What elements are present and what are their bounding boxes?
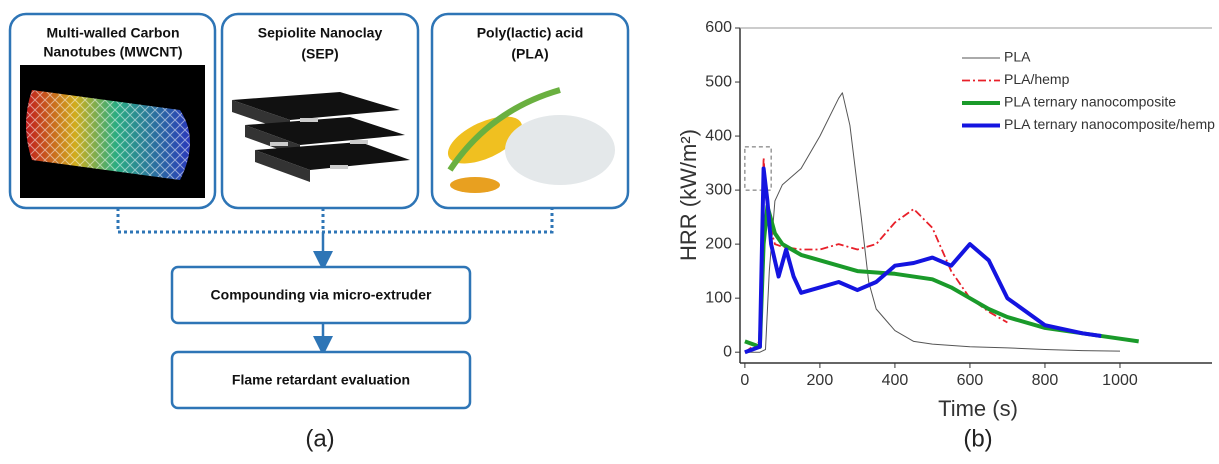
legend-label: PLA bbox=[1004, 49, 1031, 65]
y-tick-label: 200 bbox=[705, 235, 732, 252]
material-box: Sepiolite Nanoclay (SEP) bbox=[222, 14, 418, 208]
connector bbox=[118, 208, 552, 232]
x-tick-label: 400 bbox=[882, 372, 909, 389]
legend-label: PLA ternary nanocomposite bbox=[1004, 94, 1176, 110]
y-tick-label: 400 bbox=[705, 127, 732, 144]
material-box: Multi-walled Carbon Nanotubes (MWCNT) bbox=[10, 14, 215, 208]
legend-label: PLA ternary nanocomposite/hemp bbox=[1004, 116, 1215, 132]
y-tick-label: 100 bbox=[705, 289, 732, 306]
x-axis-title: Time (s) bbox=[938, 396, 1018, 421]
box-label: Poly(lactic) acid bbox=[477, 25, 584, 41]
panel-label: (b) bbox=[963, 425, 992, 452]
y-axis-title: HRR (kW/m²) bbox=[676, 129, 701, 261]
y-tick-label: 300 bbox=[705, 181, 732, 198]
box-label: Nanotubes (MWCNT) bbox=[43, 44, 182, 60]
figure: Multi-walled Carbon Nanotubes (MWCNT) Se… bbox=[0, 0, 1219, 459]
x-tick-label: 1000 bbox=[1102, 372, 1138, 389]
step-label: Flame retardant evaluation bbox=[232, 372, 410, 388]
x-tick-label: 600 bbox=[957, 372, 984, 389]
x-tick-label: 200 bbox=[807, 372, 834, 389]
box-label: (SEP) bbox=[301, 46, 338, 62]
y-tick-label: 500 bbox=[705, 73, 732, 90]
series-line bbox=[745, 206, 1139, 346]
panel-label: (a) bbox=[305, 425, 334, 452]
box-label: (PLA) bbox=[511, 46, 548, 62]
y-tick-label: 600 bbox=[705, 19, 732, 36]
step-label: Compounding via micro-extruder bbox=[211, 287, 432, 303]
plot: 0 100 200 300 400 500 600 0 200 400 600 800 1000 PLA P… bbox=[705, 19, 1215, 389]
legend-label: PLA/hemp bbox=[1004, 71, 1070, 87]
box-label: Sepiolite Nanoclay bbox=[258, 25, 383, 41]
material-box: Poly(lactic) acid (PLA) bbox=[432, 14, 628, 208]
x-tick-label: 800 bbox=[1032, 372, 1059, 389]
box-label: Multi-walled Carbon bbox=[47, 25, 180, 41]
series-line bbox=[745, 169, 1101, 353]
y-tick-label: 0 bbox=[723, 343, 732, 360]
x-tick-label: 0 bbox=[740, 372, 749, 389]
